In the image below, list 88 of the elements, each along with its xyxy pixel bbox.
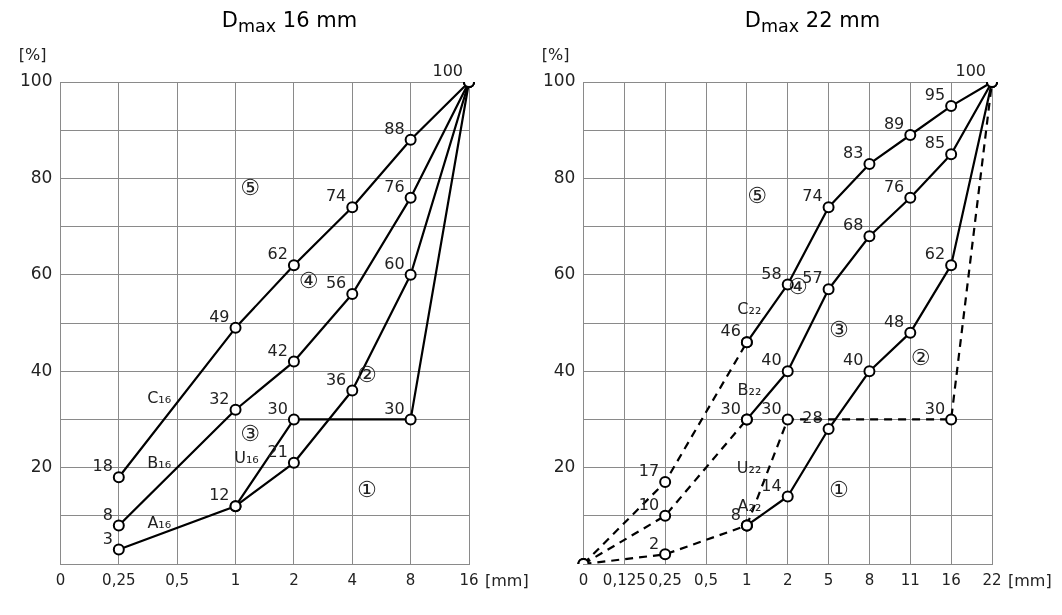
data-label: 83 [843, 143, 864, 163]
chart-title: D$_{max}$ 22 mm [743, 8, 882, 39]
data-label: 62 [924, 244, 946, 264]
data-label: 56 [325, 273, 347, 293]
data-label: 3 [102, 528, 113, 548]
data-label: 76 [883, 176, 905, 196]
x-axis-title: [mm] [1008, 571, 1052, 591]
y-tick-label: 100 [542, 70, 576, 91]
y-tick-label: 20 [30, 456, 53, 477]
data-label: 36 [325, 369, 347, 389]
annotation: ⑤ [747, 183, 767, 209]
y-tick-label: 80 [553, 166, 576, 187]
data-label: 12 [209, 485, 230, 505]
data-label: 89 [883, 114, 905, 134]
x-tick-label: 5 [823, 570, 834, 589]
data-label: 2 [648, 533, 660, 553]
data-label: 30 [384, 398, 405, 418]
series-label: C₂₂ [737, 298, 762, 318]
data-label: 62 [267, 244, 288, 264]
annotation: ⑤ [240, 174, 261, 200]
data-label: 32 [209, 388, 230, 408]
data-label: 40 [761, 350, 782, 370]
annotation: ③ [828, 317, 849, 343]
series-label: U₁₆ [234, 447, 259, 467]
annotation: ① [828, 477, 849, 503]
data-label: 17 [638, 461, 660, 481]
data-label: 30 [267, 398, 288, 418]
x-tick-label: 11 [900, 570, 920, 589]
data-label: 74 [325, 186, 347, 206]
x-tick-label: 0 [55, 570, 66, 589]
data-label: 8 [102, 504, 113, 524]
data-label: 42 [267, 340, 288, 360]
x-tick-label: 2 [782, 570, 793, 589]
x-tick-label: 2 [289, 570, 299, 589]
data-label: 30 [924, 398, 946, 418]
y-tick-label: 40 [553, 359, 576, 380]
series-label: B₁₆ [147, 452, 172, 472]
series-label: A₁₆ [147, 513, 172, 533]
y-axis-title: [%] [541, 45, 570, 65]
data-label: 74 [802, 186, 823, 206]
x-tick-label: 22 [982, 570, 1002, 589]
x-axis-title: [mm] [485, 571, 529, 591]
x-tick-label: 0 [578, 570, 589, 589]
x-tick-label: 0,25 [648, 570, 682, 589]
data-label: 48 [883, 311, 905, 331]
data-label: 95 [924, 85, 946, 105]
annotation: ② [910, 344, 931, 370]
x-tick-label: 8 [405, 570, 416, 589]
series-label: U₂₂ [736, 457, 762, 477]
data-label: 30 [720, 398, 741, 418]
data-label: 40 [843, 350, 864, 370]
y-tick-label: 40 [30, 359, 53, 380]
y-axis-title: [%] [18, 45, 47, 65]
data-label: 100 [955, 61, 987, 81]
x-tick-label: 1 [230, 570, 241, 589]
data-label: 68 [843, 215, 864, 235]
data-label: 49 [209, 306, 230, 326]
x-tick-label: 0,125 [602, 570, 646, 589]
y-tick-label: 80 [30, 166, 53, 187]
data-label: 100 [432, 61, 464, 81]
x-tick-label: 4 [347, 570, 358, 589]
data-label: 14 [761, 475, 782, 495]
y-tick-label: 20 [553, 456, 576, 477]
data-label: 58 [761, 263, 782, 283]
data-label: 76 [384, 176, 405, 196]
data-label: 85 [924, 133, 946, 153]
chart-title: D$_{max}$ 16 mm [220, 8, 359, 39]
data-label: 30 [761, 398, 782, 418]
data-label: 88 [384, 119, 405, 138]
annotation: ③ [240, 420, 261, 446]
data-label: 10 [638, 494, 660, 514]
y-tick-label: 100 [19, 70, 53, 91]
y-tick-label: 60 [30, 263, 53, 284]
x-tick-label: 16 [941, 570, 961, 589]
x-tick-label: 16 [459, 570, 479, 589]
x-tick-label: 0,25 [102, 570, 136, 589]
x-tick-label: 1 [742, 570, 752, 589]
series-label: B₂₂ [737, 380, 762, 400]
data-label: 60 [384, 253, 405, 273]
y-tick-label: 60 [553, 263, 576, 284]
data-label: 18 [92, 456, 113, 476]
annotation: ① [357, 477, 377, 503]
series-label: C₁₆ [147, 387, 172, 407]
x-tick-label: 8 [864, 570, 875, 589]
x-tick-label: 0,5 [694, 570, 718, 589]
annotation: ④ [298, 267, 319, 293]
data-label: 46 [720, 321, 741, 341]
x-tick-label: 0,5 [165, 570, 190, 589]
